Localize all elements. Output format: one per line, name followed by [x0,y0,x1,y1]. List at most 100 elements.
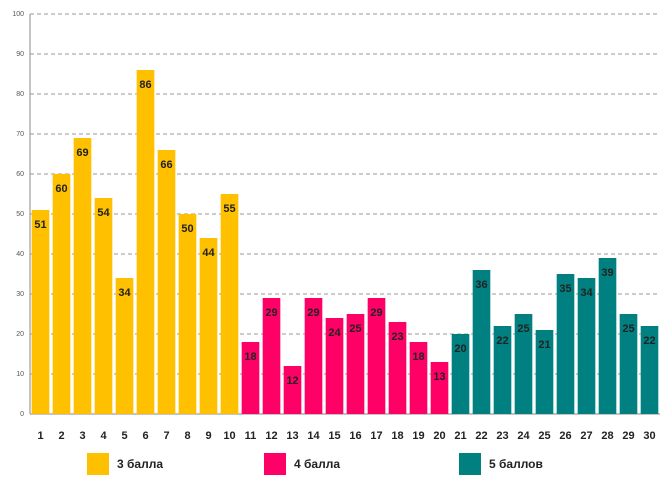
data-label: 23 [391,331,403,343]
x-tick-label: 29 [622,430,634,442]
x-tick-label: 23 [496,430,508,442]
data-label: 29 [265,307,277,319]
bar [640,326,659,414]
bar [535,330,554,414]
x-tick-label: 7 [163,430,169,442]
x-tick-label: 3 [79,430,85,442]
x-tick-label: 8 [184,430,190,442]
x-tick-label: 14 [307,430,320,442]
x-tick-label: 30 [643,430,655,442]
bar [577,278,596,414]
bar [94,198,113,414]
data-label: 13 [433,371,445,383]
bar [409,342,428,414]
data-label: 25 [349,323,361,335]
x-tick-label: 22 [475,430,487,442]
y-tick-label: 40 [16,251,24,258]
x-tick-label: 12 [265,430,277,442]
x-tick-label: 17 [370,430,382,442]
bar [325,318,344,414]
x-tick-label: 25 [538,430,550,442]
bar [451,334,470,414]
bar [472,270,491,414]
data-label: 54 [97,207,110,219]
data-label: 22 [643,335,655,347]
bar [262,298,281,414]
bar [31,210,50,414]
data-label: 50 [181,223,193,235]
bar [430,362,449,414]
x-tick-label: 27 [580,430,592,442]
x-tick-label: 19 [412,430,424,442]
legend-swatch [264,453,286,475]
y-tick-label: 70 [16,131,24,138]
data-label: 34 [118,287,131,299]
data-label: 86 [139,79,151,91]
y-tick-label: 0 [20,411,24,418]
data-label: 36 [475,279,487,291]
bar [220,194,239,414]
bar [388,322,407,414]
data-label: 29 [307,307,319,319]
data-label: 12 [286,375,298,387]
y-tick-label: 30 [16,291,24,298]
bar [157,150,176,414]
bar [115,278,134,414]
data-label: 24 [328,327,341,339]
x-tick-label: 11 [245,430,257,442]
bar [73,138,92,414]
data-label: 44 [202,247,215,259]
data-label: 66 [160,159,172,171]
bar [556,274,575,414]
y-tick-label: 100 [12,11,24,18]
bar [241,342,260,414]
y-tick-label: 20 [16,331,24,338]
bar [619,314,638,414]
data-label: 18 [244,351,256,363]
legend-swatch [87,453,109,475]
bar [367,298,386,414]
y-tick-label: 80 [16,91,24,98]
bar [178,214,197,414]
bar [598,258,617,414]
data-label: 60 [55,183,67,195]
x-tick-label: 26 [559,430,571,442]
x-tick-label: 10 [223,430,235,442]
x-tick-label: 2 [58,430,64,442]
legend-swatch [459,453,481,475]
legend-label: 4 балла [294,457,340,471]
bar [136,70,155,414]
data-label: 51 [34,219,46,231]
y-tick-label: 50 [16,211,24,218]
x-tick-label: 21 [454,430,466,442]
x-tick-label: 5 [121,430,127,442]
legend-label: 3 балла [117,457,163,471]
bar [52,174,71,414]
legend-label: 5 баллов [489,457,543,471]
bar [514,314,533,414]
data-label: 22 [496,335,508,347]
bar [493,326,512,414]
x-tick-label: 18 [391,430,403,442]
data-label: 35 [559,283,571,295]
x-tick-label: 20 [433,430,445,442]
data-label: 25 [622,323,634,335]
data-label: 21 [538,339,550,351]
x-tick-label: 13 [286,430,298,442]
x-tick-label: 16 [349,430,361,442]
data-label: 34 [580,287,593,299]
x-tick-label: 1 [37,430,43,442]
data-label: 20 [454,343,466,355]
bar [283,366,302,414]
y-tick-label: 10 [16,371,24,378]
bar [346,314,365,414]
data-label: 39 [601,267,613,279]
x-tick-label: 9 [205,430,211,442]
data-label: 18 [412,351,424,363]
data-label: 29 [370,307,382,319]
data-label: 55 [223,203,235,215]
y-tick-label: 90 [16,51,24,58]
x-tick-label: 28 [601,430,613,442]
bar [199,238,218,414]
